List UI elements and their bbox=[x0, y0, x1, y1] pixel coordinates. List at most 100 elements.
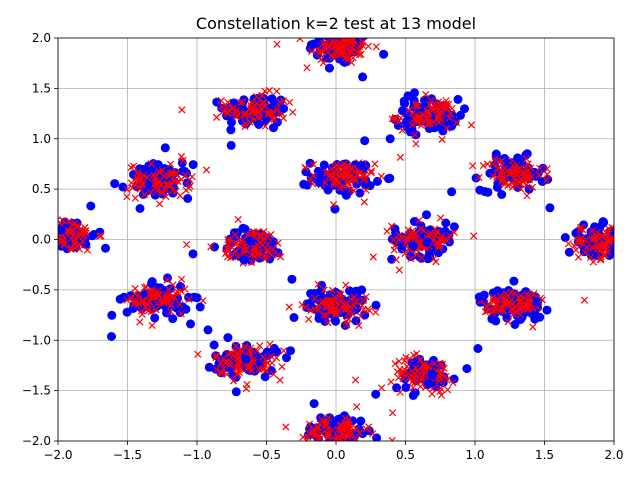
scatter-point-red-x bbox=[367, 167, 375, 175]
scatter-point-red-x bbox=[620, 241, 626, 247]
scatter-point-blue bbox=[462, 364, 472, 374]
scatter-point-red-x bbox=[348, 44, 356, 52]
scatter-point-red-x bbox=[343, 170, 351, 178]
scatter-point-blue bbox=[473, 344, 483, 353]
scatter-point-blue bbox=[491, 316, 501, 326]
scatter-point-red-x bbox=[359, 296, 368, 305]
scatter-point-red-x bbox=[435, 377, 443, 385]
scatter-point-red-x bbox=[219, 365, 228, 373]
scatter-point-red-x bbox=[538, 296, 546, 304]
scatter-point-red-x bbox=[264, 240, 272, 248]
scatter-point-red-x bbox=[498, 176, 506, 184]
scatter-point-red-x bbox=[413, 367, 421, 375]
scatter-point-blue bbox=[428, 370, 438, 380]
scatter-point-red-x bbox=[229, 377, 238, 385]
scatter-point-blue bbox=[497, 190, 507, 199]
scatter-point-red-x bbox=[399, 233, 407, 241]
y-tick-label: −2.0 bbox=[22, 434, 51, 448]
scatter-point-red-x bbox=[436, 241, 444, 249]
scatter-point-red-x bbox=[443, 237, 451, 245]
scatter-point-red-x bbox=[162, 192, 170, 201]
scatter-point-blue bbox=[483, 187, 493, 197]
scatter-point-red-x bbox=[410, 373, 418, 382]
scatter-point-red-x bbox=[172, 170, 181, 178]
scatter-point-red-x bbox=[625, 234, 631, 240]
scatter-point-red-x bbox=[530, 290, 538, 298]
scatter-point-red-x bbox=[76, 241, 84, 249]
scatter-point-red-x bbox=[234, 215, 242, 224]
scatter-point-red-x bbox=[509, 310, 517, 319]
scatter-point-red-x bbox=[597, 232, 605, 240]
scatter-point-red-x bbox=[264, 108, 273, 116]
scatter-point-blue bbox=[615, 255, 624, 264]
scatter-point-blue bbox=[387, 254, 397, 264]
scatter-point-red-x bbox=[148, 321, 156, 330]
scatter-point-red-x bbox=[302, 303, 310, 311]
scatter-point-red-x bbox=[81, 223, 89, 232]
scatter-point-red-x bbox=[576, 225, 585, 233]
y-tick-label: 1.5 bbox=[32, 81, 51, 95]
x-tick-label: 2.0 bbox=[604, 448, 623, 462]
x-tick-label: 0.0 bbox=[326, 448, 345, 462]
scatter-point-red-x bbox=[212, 113, 221, 122]
scatter-point-red-x bbox=[608, 223, 614, 232]
scatter-point-red-x bbox=[372, 43, 380, 51]
scatter-point-red-x bbox=[135, 171, 143, 179]
scatter-point-red-x bbox=[254, 108, 262, 117]
grid-lines bbox=[57, 37, 615, 442]
scatter-point-red-x bbox=[226, 236, 235, 244]
scatter-point-red-x bbox=[337, 290, 345, 299]
scatter-point-blue bbox=[627, 239, 636, 248]
scatter-point-blue bbox=[402, 122, 412, 132]
scatter-point-red-x bbox=[412, 102, 420, 110]
scatter-point-red-x bbox=[615, 242, 621, 248]
scatter-point-red-x bbox=[155, 177, 163, 186]
scatter-point-red-x bbox=[443, 376, 451, 384]
scatter-point-red-x bbox=[391, 115, 399, 123]
scatter-point-blue bbox=[226, 125, 236, 135]
scatter-point-blue bbox=[626, 227, 635, 236]
scatter-point-red-x bbox=[417, 121, 426, 130]
cluster-3-predicted bbox=[123, 160, 211, 208]
scatter-point-red-x bbox=[328, 286, 337, 295]
scatter-point-red-x bbox=[285, 98, 294, 107]
scatter-point-red-x bbox=[341, 300, 349, 308]
scatter-point-red-x bbox=[266, 340, 274, 348]
scatter-point-blue bbox=[168, 314, 178, 324]
scatter-point-blue bbox=[101, 243, 110, 253]
scatter-point-red-x bbox=[494, 296, 503, 304]
scatter-point-red-x bbox=[235, 365, 244, 374]
scatter-point-blue bbox=[325, 63, 334, 73]
scatter-point-red-x bbox=[325, 432, 333, 440]
scatter-point-red-x bbox=[50, 228, 56, 234]
scatter-point-red-x bbox=[346, 48, 355, 56]
scatter-point-red-x bbox=[152, 306, 160, 314]
scatter-point-red-x bbox=[131, 194, 139, 202]
scatter-point-red-x bbox=[218, 369, 226, 377]
scatter-point-red-x bbox=[177, 310, 185, 318]
scatter-point-red-x bbox=[222, 104, 231, 112]
scatter-point-red-x bbox=[234, 349, 242, 358]
scatter-point-red-x bbox=[588, 227, 596, 235]
scatter-point-red-x bbox=[163, 181, 171, 189]
scatter-point-red-x bbox=[428, 390, 436, 398]
scatter-point-red-x bbox=[467, 121, 476, 129]
scatter-point-blue bbox=[626, 251, 635, 260]
scatter-point-blue bbox=[398, 106, 407, 116]
scatter-point-blue bbox=[37, 223, 46, 232]
scatter-point-red-x bbox=[137, 176, 146, 184]
scatter-point-blue bbox=[379, 49, 389, 59]
scatter-point-red-x bbox=[500, 180, 509, 189]
scatter-point-red-x bbox=[516, 310, 524, 319]
scatter-point-blue bbox=[622, 226, 631, 235]
scatter-point-blue bbox=[188, 249, 198, 259]
scatter-point-red-x bbox=[141, 283, 149, 292]
scatter-point-red-x bbox=[392, 256, 400, 264]
scatter-point-red-x bbox=[343, 320, 351, 329]
scatter-point-red-x bbox=[319, 311, 328, 319]
scatter-point-blue bbox=[371, 300, 381, 310]
scatter-point-red-x bbox=[341, 414, 349, 422]
scatter-point-red-x bbox=[261, 87, 269, 95]
scatter-point-red-x bbox=[239, 98, 247, 106]
scatter-point-blue bbox=[449, 222, 459, 232]
